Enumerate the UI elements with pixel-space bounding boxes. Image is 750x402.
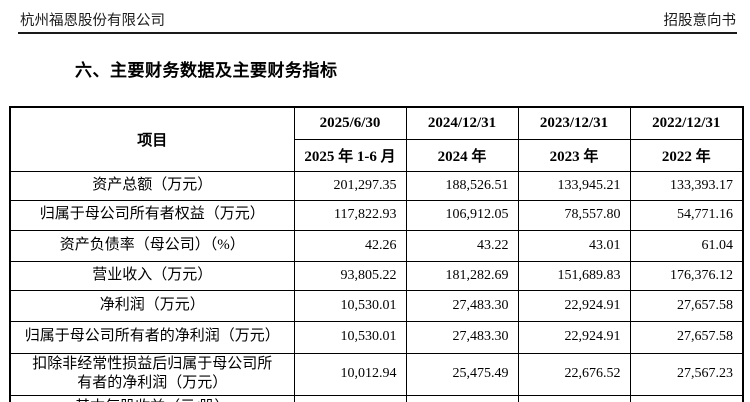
financial-data-table: 项目 2025/6/30 2024/12/31 2023/12/31 2022/… — [9, 106, 744, 402]
cell-value: 106,912.05 — [405, 199, 519, 231]
cell-value — [405, 394, 519, 402]
row-label: 归属于母公司所有者权益（万元） — [9, 199, 295, 231]
column-header-date: 2024/12/31 — [405, 106, 519, 140]
table-row-partially-clipped: 基本每股收益（元/股） — [9, 394, 744, 402]
cell-value — [293, 394, 407, 402]
cell-value: 176,376.12 — [629, 260, 744, 291]
cell-value: 10,012.94 — [293, 352, 407, 396]
cell-value — [629, 394, 744, 402]
table-row: 资产负债率（母公司）（%） 42.26 43.22 43.01 61.04 — [9, 229, 744, 262]
table-row: 净利润（万元） 10,530.01 27,483.30 22,924.91 27… — [9, 289, 744, 322]
table-row: 扣除非经常性损益后归属于母公司所 有者的净利润（万元） 10,012.94 25… — [9, 352, 744, 396]
cell-value: 201,297.35 — [293, 170, 407, 201]
table-row: 营业收入（万元） 93,805.22 181,282.69 151,689.83… — [9, 260, 744, 291]
cell-value: 151,689.83 — [517, 260, 631, 291]
cell-value: 188,526.51 — [405, 170, 519, 201]
table-row: 资产总额（万元） 201,297.35 188,526.51 133,945.2… — [9, 170, 744, 201]
cell-value: 27,483.30 — [405, 289, 519, 322]
cell-value: 78,557.80 — [517, 199, 631, 231]
cell-value: 54,771.16 — [629, 199, 744, 231]
cell-value: 42.26 — [293, 229, 407, 262]
table-header-row-dates: 项目 2025/6/30 2024/12/31 2023/12/31 2022/… — [9, 106, 744, 172]
column-header-period: 2023 年 — [517, 138, 631, 172]
cell-value: 27,657.58 — [629, 320, 744, 354]
cell-value — [517, 394, 631, 402]
column-header-item: 项目 — [9, 106, 295, 172]
table-row: 归属于母公司所有者的净利润（万元） 10,530.01 27,483.30 22… — [9, 320, 744, 354]
table-row: 归属于母公司所有者权益（万元） 117,822.93 106,912.05 78… — [9, 199, 744, 231]
row-label: 营业收入（万元） — [9, 260, 295, 291]
column-header-period: 2024 年 — [405, 138, 519, 172]
cell-value: 133,945.21 — [517, 170, 631, 201]
column-header-period: 2025 年 1-6 月 — [293, 138, 407, 172]
cell-value: 117,822.93 — [293, 199, 407, 231]
company-name: 杭州福恩股份有限公司 — [20, 13, 165, 29]
row-label: 净利润（万元） — [9, 289, 295, 322]
column-header-date: 2025/6/30 — [293, 106, 407, 140]
cell-value: 27,657.58 — [629, 289, 744, 322]
cell-value: 43.22 — [405, 229, 519, 262]
cell-value: 181,282.69 — [405, 260, 519, 291]
row-label: 基本每股收益（元/股） — [9, 394, 295, 402]
cell-value: 22,924.91 — [517, 320, 631, 354]
row-label: 归属于母公司所有者的净利润（万元） — [9, 320, 295, 354]
cell-value: 22,676.52 — [517, 352, 631, 396]
cell-value: 10,530.01 — [293, 289, 407, 322]
column-header-date: 2022/12/31 — [629, 106, 744, 140]
cell-value: 25,475.49 — [405, 352, 519, 396]
cell-value: 10,530.01 — [293, 320, 407, 354]
row-label: 扣除非经常性损益后归属于母公司所 有者的净利润（万元） — [9, 352, 295, 396]
section-title: 六、主要财务数据及主要财务指标 — [75, 61, 338, 80]
doc-type-label: 招股意向书 — [663, 13, 737, 29]
row-label: 资产负债率（母公司）（%） — [9, 229, 295, 262]
table-header-row-periods: 2025 年 1-6 月 2024 年 2023 年 2022 年 — [10, 138, 744, 172]
cell-value: 22,924.91 — [517, 289, 631, 322]
cell-value: 133,393.17 — [629, 170, 744, 201]
cell-value: 27,483.30 — [405, 320, 519, 354]
document-header: 杭州福恩股份有限公司 招股意向书 — [20, 9, 736, 30]
column-header-date: 2023/12/31 — [517, 106, 631, 140]
header-divider-line — [18, 32, 737, 34]
column-header-period: 2022 年 — [629, 138, 744, 172]
cell-value: 93,805.22 — [293, 260, 407, 291]
row-label: 资产总额（万元） — [9, 170, 295, 201]
cell-value: 61.04 — [629, 229, 744, 262]
cell-value: 27,567.23 — [629, 352, 744, 396]
cell-value: 43.01 — [517, 229, 631, 262]
